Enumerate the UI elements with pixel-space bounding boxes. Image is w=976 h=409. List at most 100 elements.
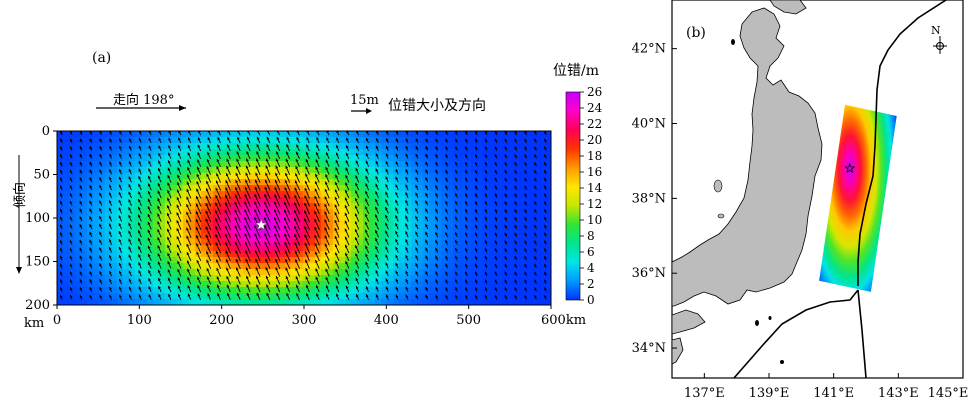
slip-arrow-head <box>234 194 238 198</box>
slip-arrow-head <box>167 160 171 164</box>
slip-cell <box>75 161 82 168</box>
slip-arrow-head <box>89 271 93 275</box>
slip-cell <box>153 299 160 305</box>
slip-cell <box>81 293 88 300</box>
slip-arrow-head <box>524 263 527 267</box>
slip-arrow-head <box>138 145 142 149</box>
slip-cell <box>219 233 226 240</box>
slip-cell <box>141 281 148 288</box>
slip-cell <box>417 149 424 156</box>
slip-cell <box>339 293 346 300</box>
slip-cell <box>87 275 94 282</box>
slip-cell <box>129 173 136 180</box>
slip-arrow-head <box>294 217 297 221</box>
slip-cell <box>153 251 160 258</box>
slip-cell <box>165 185 172 192</box>
slip-cell <box>153 275 160 282</box>
slip-arrow-head <box>167 197 170 201</box>
slip-cell <box>171 155 178 162</box>
slip-cell <box>303 293 310 300</box>
slip-cell <box>525 221 532 228</box>
slip-arrow-head <box>79 185 83 189</box>
slip-cell <box>231 299 238 305</box>
slip-cell <box>447 293 454 300</box>
slip-cell <box>417 299 424 305</box>
slip-arrow-head <box>455 177 458 181</box>
slip-cell <box>201 197 208 204</box>
slip-arrow-head <box>235 172 239 176</box>
slip-cell <box>237 245 244 252</box>
slip-cell <box>81 245 88 252</box>
slip-arrow-head <box>275 276 279 279</box>
slip-cell <box>507 131 514 138</box>
slip-arrow-head <box>157 221 160 225</box>
slip-cell <box>189 197 196 204</box>
slip-cell <box>321 227 328 234</box>
slip-arrow-head <box>544 185 547 189</box>
slip-arrow-head <box>415 131 419 134</box>
slip-cell <box>255 197 262 204</box>
slip-arrow-head <box>177 269 181 273</box>
slip-arrow-head <box>186 227 189 231</box>
slip-arrow-head <box>366 131 369 134</box>
slip-arrow-head <box>118 215 122 219</box>
slip-cell <box>393 281 400 288</box>
slip-cell <box>249 227 256 234</box>
slip-cell <box>369 233 376 240</box>
slip-cell <box>501 179 508 186</box>
slip-arrow-head <box>445 224 448 228</box>
slip-arrow-head <box>285 173 288 176</box>
slip-arrow-head <box>534 287 537 291</box>
slip-cell <box>477 227 484 234</box>
slip-cell <box>399 269 406 276</box>
slip-cell <box>153 281 160 288</box>
slip-cell <box>213 269 220 276</box>
slip-cell <box>273 239 280 246</box>
slip-cell <box>219 299 226 305</box>
slip-cell <box>417 203 424 210</box>
slip-cell <box>261 227 268 234</box>
slip-cell <box>93 269 100 276</box>
slip-cell <box>177 191 184 198</box>
slip-cell <box>351 173 358 180</box>
slip-cell <box>117 209 124 216</box>
slip-arrow-head <box>255 267 259 271</box>
slip-cell <box>309 167 316 174</box>
slip-cell <box>339 287 346 294</box>
slip-cell <box>507 287 514 294</box>
slip-arrow-head <box>186 252 190 256</box>
slip-cell <box>237 137 244 144</box>
slip-arrow-head <box>395 238 398 242</box>
slip-cell <box>465 293 472 300</box>
slip-arrow-head <box>344 205 348 209</box>
x-tick-label-a: 500 <box>456 313 481 328</box>
slip-arrow-shaft <box>336 131 340 136</box>
slip-cell <box>417 185 424 192</box>
slip-arrow-head <box>544 263 547 267</box>
slip-arrow-head <box>355 175 358 179</box>
slip-cell <box>507 155 514 162</box>
slip-arrow-head <box>395 215 398 219</box>
slip-cell <box>321 215 328 222</box>
slip-cell <box>267 245 274 252</box>
slip-cell <box>267 233 274 240</box>
slip-cell <box>285 203 292 210</box>
slip-cell <box>333 269 340 276</box>
slip-arrow-head <box>168 294 171 297</box>
slip-arrow-head <box>138 131 142 134</box>
slip-arrow-head <box>494 216 498 220</box>
slip-cell <box>369 251 376 258</box>
slip-cell <box>99 149 106 156</box>
slip-cell <box>111 131 118 138</box>
slip-cell <box>435 131 442 138</box>
slip-cell <box>459 275 466 282</box>
slip-cell <box>291 143 298 150</box>
slip-cell <box>369 167 376 174</box>
slip-cell <box>285 269 292 276</box>
slip-cell <box>219 287 226 294</box>
slip-cell <box>123 287 130 294</box>
slip-cell <box>477 287 484 294</box>
slip-cell <box>93 287 100 294</box>
slip-arrow-head <box>79 271 83 275</box>
slip-cell <box>303 185 310 192</box>
